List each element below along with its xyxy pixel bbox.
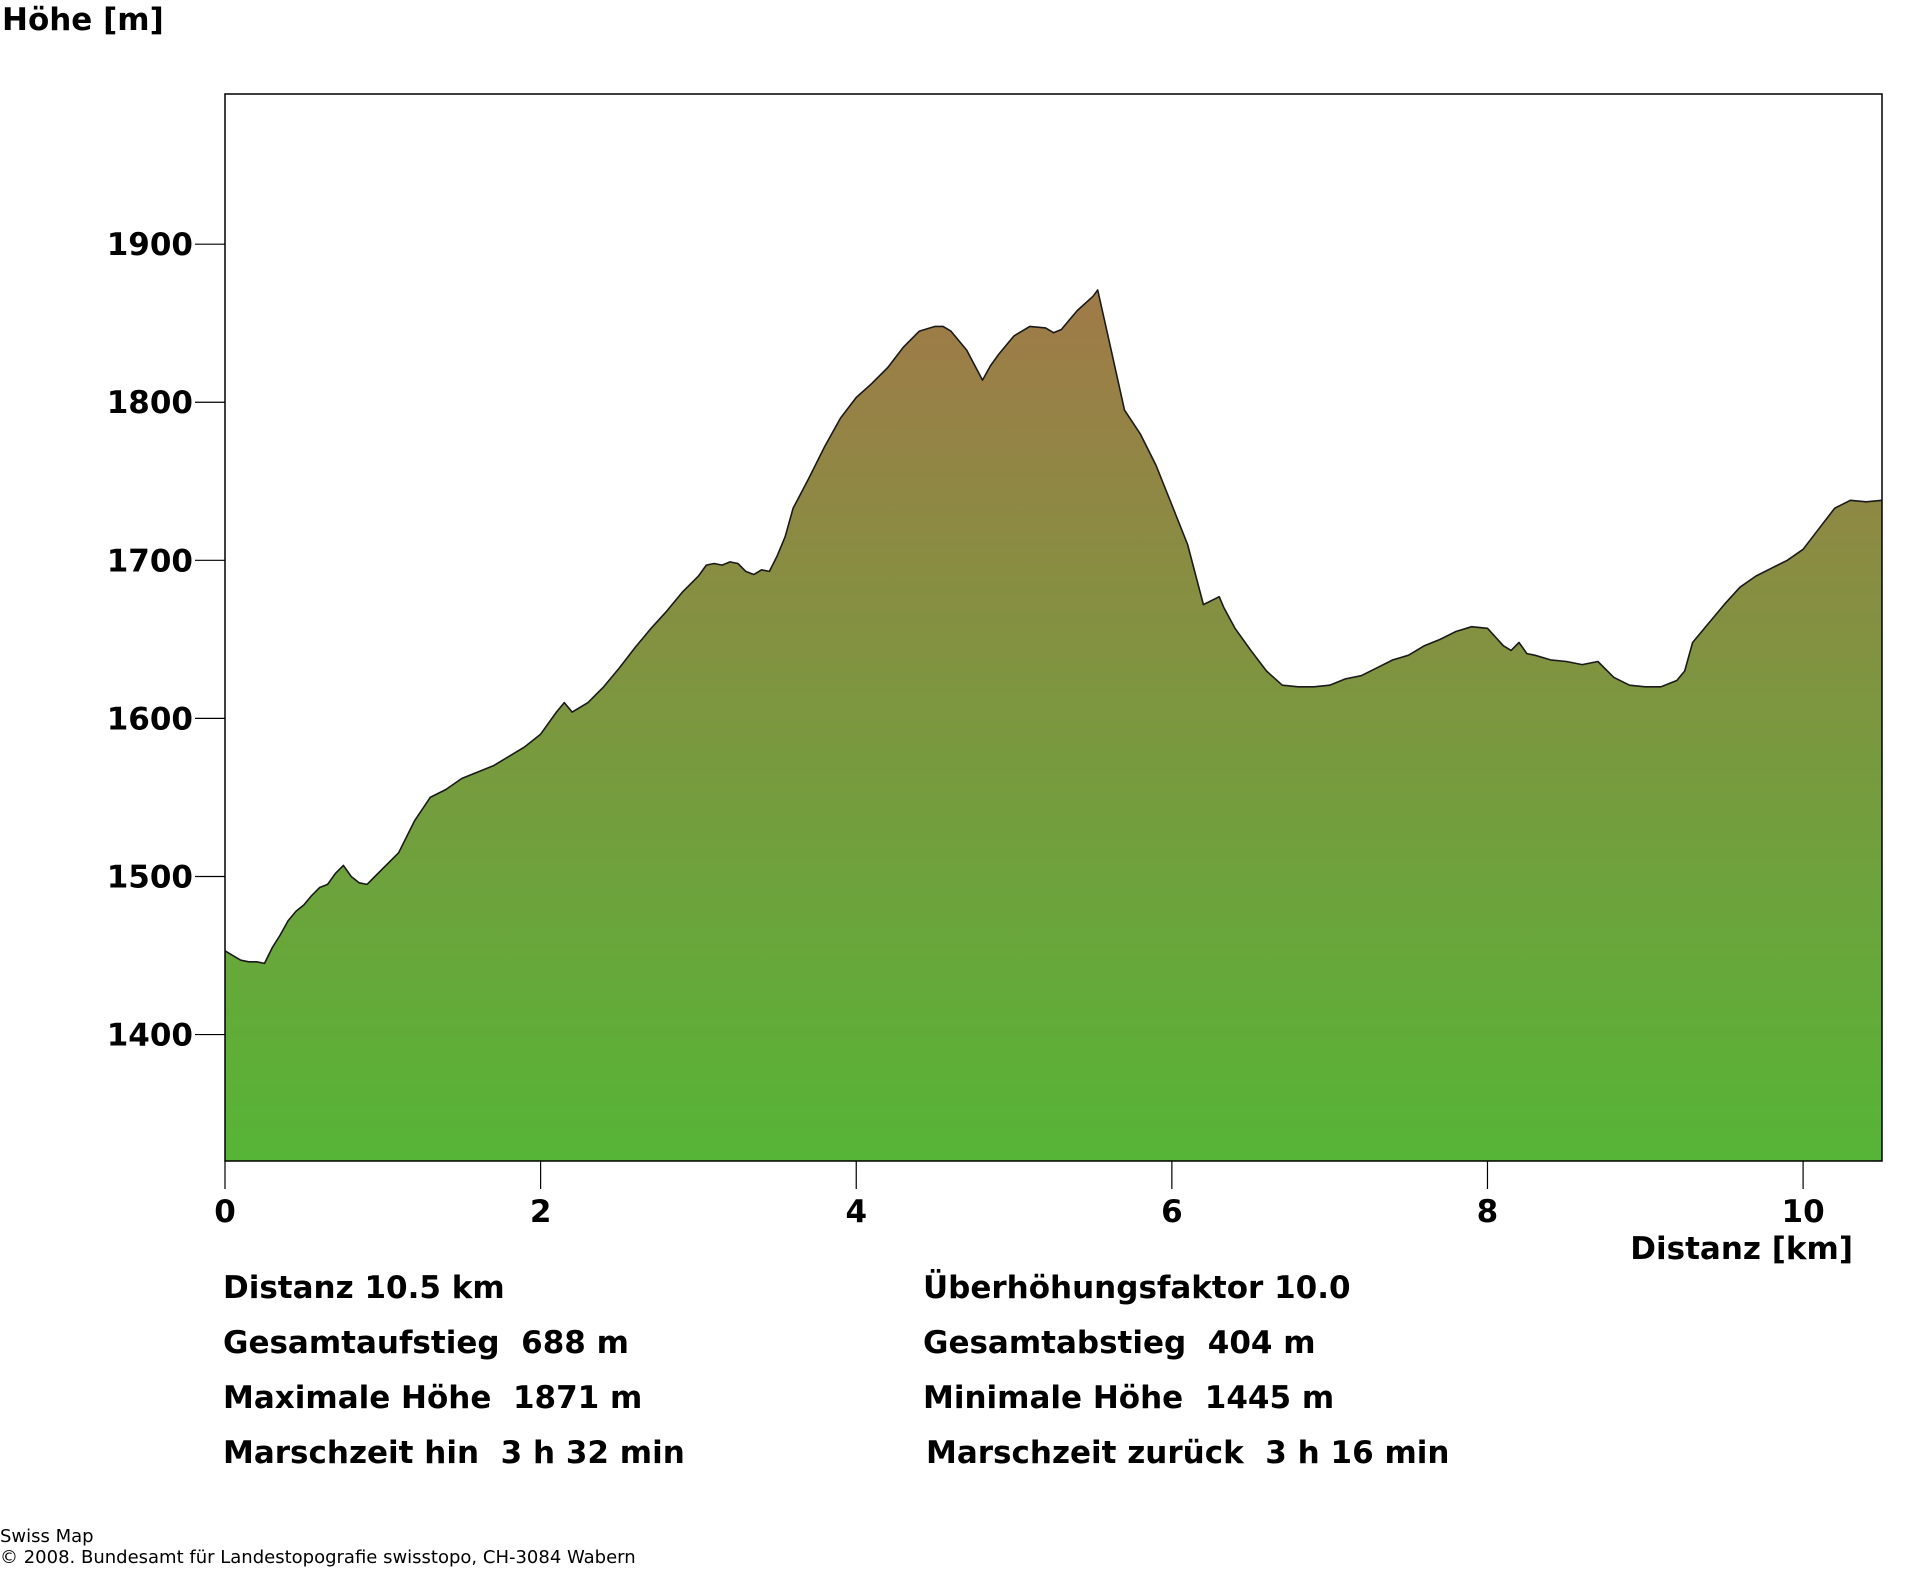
x-tick-label: 6	[1161, 1194, 1183, 1230]
y-tick-label: 1500	[107, 859, 193, 895]
stat-walking-time-out: Marschzeit hin 3 h 32 min	[223, 1435, 685, 1471]
x-axis-title: Distanz [km]	[1630, 1231, 1853, 1267]
footer-copyright: © 2008. Bundesamt für Landestopografie s…	[0, 1547, 636, 1568]
y-tick-label: 1700	[107, 543, 193, 579]
x-tick-label: 2	[530, 1194, 552, 1230]
stat-max-elevation: Maximale Höhe 1871 m	[223, 1380, 643, 1416]
y-tick-label: 1800	[107, 385, 193, 421]
x-tick-label: 0	[214, 1194, 236, 1230]
stat-distance: Distanz 10.5 km	[223, 1270, 505, 1306]
plot-frame	[224, 93, 1883, 1162]
stat-min-elevation: Minimale Höhe 1445 m	[923, 1380, 1335, 1416]
y-axis: 1400 1500 1600 1700 1800 1900	[107, 227, 225, 1054]
y-tick-label: 1400	[107, 1018, 193, 1054]
elevation-line	[224, 289, 1883, 965]
x-tick-label: 4	[845, 1194, 867, 1230]
footer-source: Swiss Map	[0, 1526, 94, 1547]
y-tick-label: 1600	[107, 701, 193, 737]
stat-walking-time-back: Marschzeit zurück 3 h 16 min	[926, 1435, 1450, 1471]
stat-exaggeration-factor: Überhöhungsfaktor 10.0	[923, 1270, 1351, 1306]
x-axis: 0 2 4 6 8 10	[214, 1161, 1825, 1230]
y-axis-title: Höhe [m]	[2, 2, 164, 38]
stat-total-descent: Gesamtabstieg 404 m	[923, 1325, 1316, 1361]
elevation-area	[225, 290, 1882, 1161]
stat-total-ascent: Gesamtaufstieg 688 m	[223, 1325, 629, 1361]
x-tick-label: 8	[1477, 1194, 1499, 1230]
y-tick-label: 1900	[107, 227, 193, 263]
x-tick-label: 10	[1782, 1194, 1825, 1230]
